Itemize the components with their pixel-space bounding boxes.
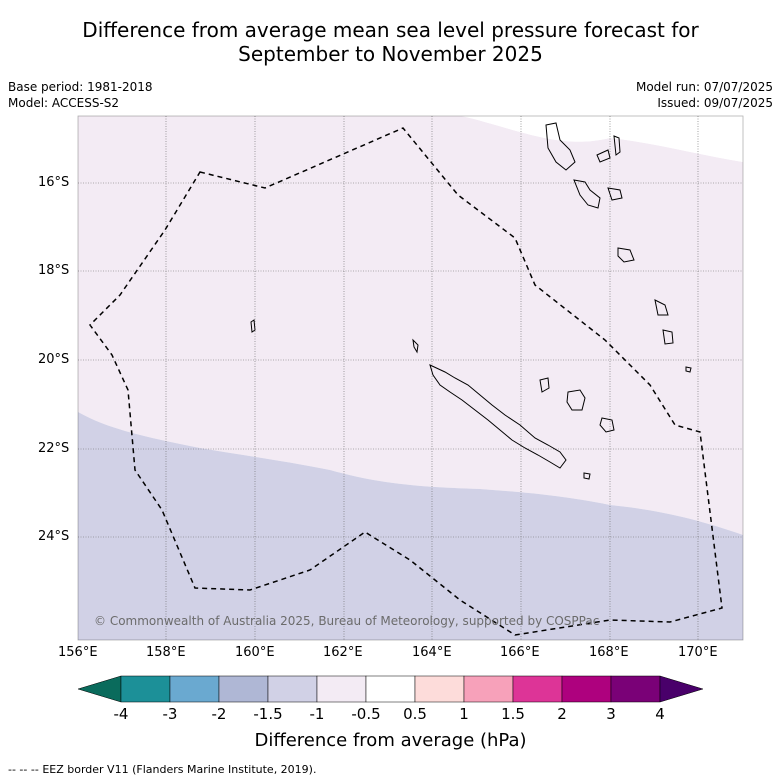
belep-islands: [412, 338, 419, 354]
colorbar-tick-label: 1.5: [501, 705, 525, 723]
eez-legend-text: EEZ border V11 (Flanders Marine Institut…: [42, 763, 317, 776]
lon-label-166: 166°E: [500, 645, 540, 660]
colorbar-swatch: [169, 675, 220, 703]
issued-date: Issued: 09/07/2025: [657, 96, 773, 110]
espiritu-santo-island: [545, 122, 576, 171]
isle-of-pines: [583, 472, 591, 480]
colorbar-tick-label: -1: [309, 705, 325, 723]
vanuatu-island-1: [596, 149, 611, 163]
colorbar-swatch: [316, 675, 367, 703]
colorbar-swatch: [365, 675, 416, 703]
colorbar-tick-label: -2: [211, 705, 227, 723]
colorbar-swatch: [610, 675, 661, 703]
colorbar: [77, 675, 704, 703]
colorbar-extend-max: [659, 675, 704, 703]
colorbar-tick-label: 2: [557, 705, 567, 723]
colorbar-swatch: [267, 675, 318, 703]
aneityum-island: [685, 366, 692, 373]
anomaly-band-light: [78, 116, 743, 535]
gridlines: [78, 116, 743, 640]
malakula-island: [573, 179, 601, 209]
colorbar-tick-label: -4: [113, 705, 129, 723]
lon-label-170: 170°E: [678, 645, 718, 660]
meta-right: Model run: 07/07/2025 Issued: 09/07/2025: [636, 79, 773, 111]
western-islet: [250, 319, 256, 333]
eez-border: [89, 127, 723, 636]
model-run: Model run: 07/07/2025: [635, 80, 773, 94]
lifou-island: [566, 389, 586, 411]
colorbar-tick-label: 0.5: [403, 705, 427, 723]
lat-label-18: 18°S: [38, 263, 70, 278]
lat-label-22: 22°S: [38, 441, 70, 456]
title-line-2: September to November 2025: [238, 42, 543, 66]
ouvea-island: [539, 377, 550, 393]
lon-label-168: 168°E: [589, 645, 629, 660]
colorbar-title: Difference from average (hPa): [254, 730, 527, 751]
colorbar-tick-label: 4: [655, 705, 665, 723]
map-frame: [77, 115, 744, 641]
eez-legend-symbol: -- -- --: [8, 763, 39, 776]
tanna-island: [662, 329, 674, 345]
title-line-1: Difference from average mean sea level p…: [82, 18, 699, 42]
colorbar-swatch: [561, 675, 612, 703]
vanuatu-island-2: [613, 135, 621, 156]
lon-label-156: 156°E: [58, 645, 98, 660]
colorbar-swatch: [218, 675, 269, 703]
erromango-island: [654, 299, 669, 316]
colorbar-tick-label: -1.5: [253, 705, 283, 723]
footer-legend: -- -- -- EEZ border V11 (Flanders Marine…: [8, 763, 316, 776]
colorbar-extend-min: [77, 675, 122, 703]
colorbar-swatch: [120, 675, 171, 703]
colorbar-swatch: [463, 675, 514, 703]
copyright-notice: © Commonwealth of Australia 2025, Bureau…: [94, 614, 600, 628]
colorbar-tick-label: -3: [162, 705, 178, 723]
colorbar-swatch: [414, 675, 465, 703]
efate-island: [617, 247, 635, 263]
lat-label-24: 24°S: [38, 529, 70, 544]
lon-label-162: 162°E: [323, 645, 363, 660]
colorbar-tick-label: 3: [606, 705, 616, 723]
lon-label-160: 160°E: [235, 645, 275, 660]
colorbar-swatch: [512, 675, 563, 703]
lat-label-20: 20°S: [38, 352, 70, 367]
anomaly-band-medium: [78, 412, 743, 640]
lon-label-158: 158°E: [146, 645, 186, 660]
mare-island: [599, 417, 615, 433]
new-caledonia-island: [429, 364, 567, 469]
lat-label-16: 16°S: [38, 175, 70, 190]
colorbar-tick-label: -0.5: [351, 705, 381, 723]
lon-label-164: 164°E: [412, 645, 452, 660]
base-period: Base period: 1981-2018: [8, 80, 153, 94]
model-name: Model: ACCESS-S2: [8, 96, 120, 110]
meta-left: Base period: 1981-2018 Model: ACCESS-S2: [8, 79, 153, 111]
vanuatu-island-3: [607, 187, 623, 201]
colorbar-tick-label: 1: [459, 705, 469, 723]
chart-title: Difference from average mean sea level p…: [0, 18, 781, 66]
anomaly-band-white: [462, 116, 743, 162]
